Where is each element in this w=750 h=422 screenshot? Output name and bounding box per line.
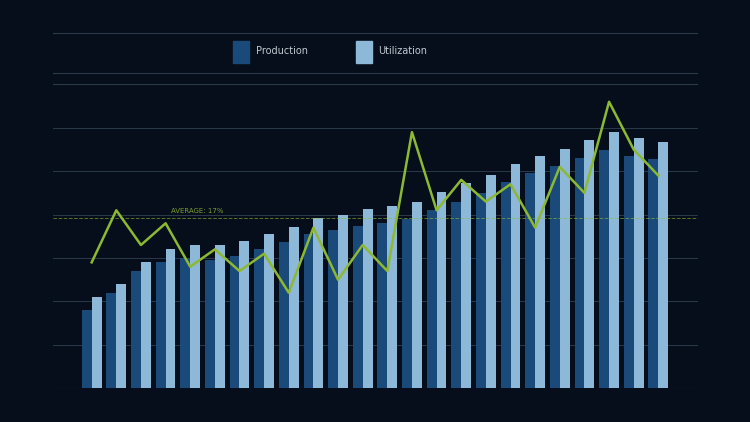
Bar: [116, 284, 126, 388]
Bar: [452, 202, 461, 388]
Bar: [314, 218, 323, 388]
Bar: [239, 241, 249, 388]
Bar: [166, 249, 176, 388]
Bar: [304, 234, 313, 388]
Bar: [486, 175, 496, 388]
Bar: [560, 149, 570, 388]
Bar: [233, 41, 249, 63]
Bar: [352, 226, 363, 388]
Bar: [328, 230, 338, 388]
Text: AVERAGE: 17%: AVERAGE: 17%: [170, 208, 223, 214]
Bar: [214, 245, 225, 388]
Bar: [412, 202, 422, 388]
Bar: [254, 249, 264, 388]
Bar: [634, 138, 644, 388]
Bar: [574, 158, 584, 388]
Bar: [476, 193, 486, 388]
Bar: [363, 209, 373, 388]
Bar: [131, 271, 141, 388]
Bar: [402, 219, 412, 388]
Bar: [190, 245, 200, 388]
Bar: [427, 210, 436, 388]
Bar: [106, 293, 116, 388]
Bar: [156, 262, 166, 388]
Bar: [501, 181, 511, 388]
Text: Utilization: Utilization: [378, 46, 427, 56]
Bar: [289, 227, 298, 388]
Bar: [338, 215, 348, 388]
Bar: [264, 234, 274, 388]
Bar: [356, 41, 372, 63]
Bar: [230, 256, 239, 388]
Bar: [658, 142, 668, 388]
Bar: [377, 223, 387, 388]
Bar: [550, 166, 560, 388]
Bar: [141, 262, 151, 388]
Bar: [82, 310, 92, 388]
Bar: [92, 297, 101, 388]
Bar: [609, 132, 619, 388]
Bar: [387, 206, 398, 388]
Bar: [279, 242, 289, 388]
Bar: [599, 149, 609, 388]
Bar: [624, 156, 634, 388]
Text: Production: Production: [256, 46, 308, 56]
Bar: [649, 159, 658, 388]
Bar: [205, 260, 214, 388]
Bar: [511, 164, 520, 388]
Bar: [461, 184, 471, 388]
Bar: [180, 258, 190, 388]
Bar: [436, 192, 446, 388]
Bar: [584, 140, 594, 388]
Bar: [536, 156, 545, 388]
Bar: [525, 173, 536, 388]
